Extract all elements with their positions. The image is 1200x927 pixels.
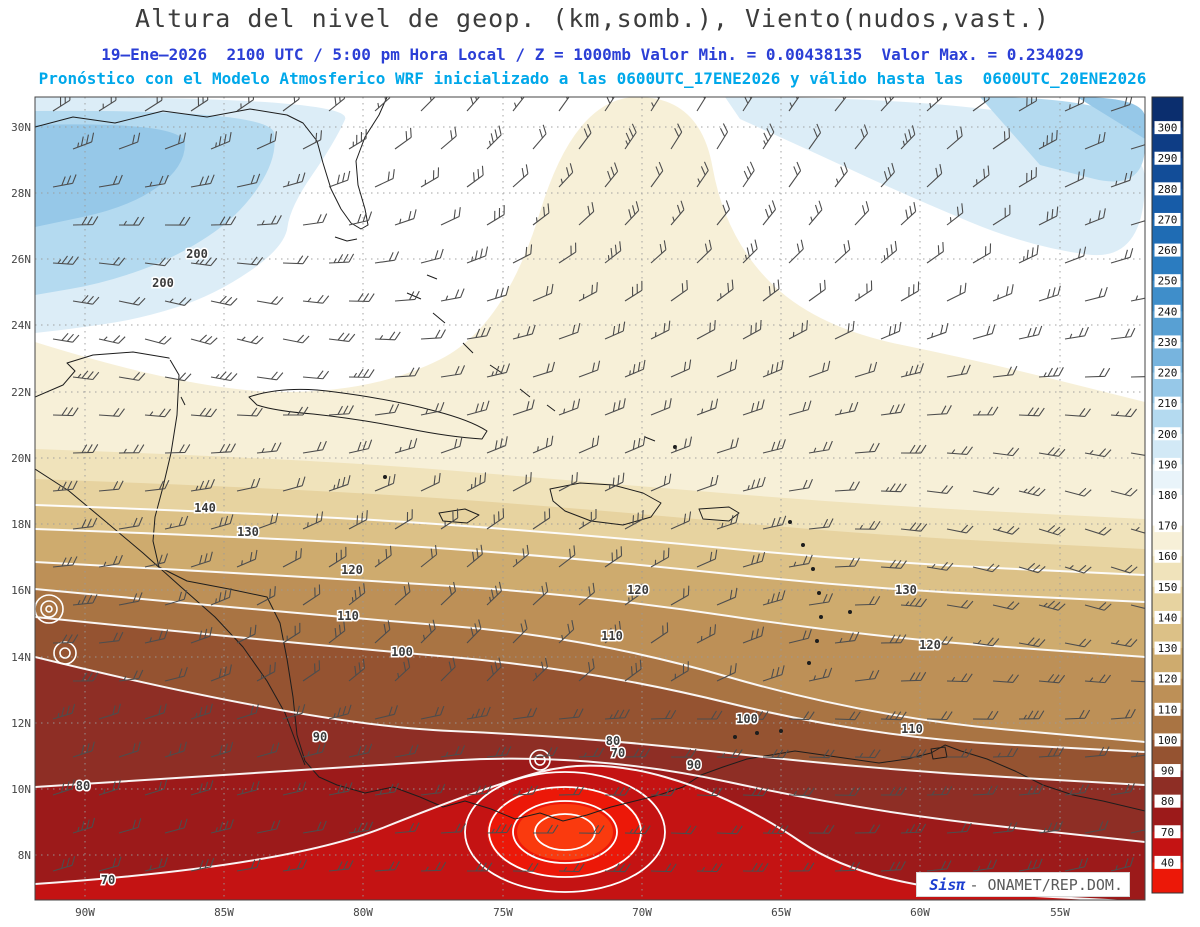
svg-text:55W: 55W — [1050, 906, 1070, 919]
svg-text:220: 220 — [1158, 367, 1178, 380]
svg-text:150: 150 — [1158, 581, 1178, 594]
svg-text:240: 240 — [1158, 305, 1178, 318]
svg-text:90: 90 — [687, 758, 701, 772]
svg-text:120: 120 — [1158, 673, 1178, 686]
svg-text:100: 100 — [391, 645, 413, 659]
svg-text:24N: 24N — [11, 319, 31, 332]
svg-text:40: 40 — [1161, 856, 1174, 869]
svg-text:120: 120 — [919, 638, 941, 652]
svg-text:210: 210 — [1158, 397, 1178, 410]
svg-text:12N: 12N — [11, 717, 31, 730]
svg-text:190: 190 — [1158, 458, 1178, 471]
svg-text:80W: 80W — [353, 906, 373, 919]
graticule-layer — [35, 97, 1145, 900]
svg-text:280: 280 — [1158, 183, 1178, 196]
wind-barbs-layer — [52, 97, 1145, 873]
svg-text:200: 200 — [186, 247, 208, 261]
svg-text:160: 160 — [1158, 550, 1178, 563]
latitude-axis: 30N 28N 26N 24N 22N 20N 18N 16N 14N 12N 10N 8N — [11, 121, 31, 862]
svg-text:200: 200 — [1158, 428, 1178, 441]
colorbar: 300 290 280 270 260 250 240 230 220 210 200 190 180 1… — [1151, 96, 1184, 894]
svg-text:290: 290 — [1158, 152, 1178, 165]
svg-text:110: 110 — [901, 722, 923, 736]
watermark: Sisπ - ONAMET/REP.DOM. — [916, 872, 1130, 897]
svg-text:18N: 18N — [11, 518, 31, 531]
svg-text:80: 80 — [1161, 795, 1174, 808]
cool-shading-layer — [35, 97, 1145, 333]
map-canvas: 200 200 140 130 130 120 120 120 110 110 110 100 100 9… — [35, 97, 1145, 900]
svg-text:30N: 30N — [11, 121, 31, 134]
svg-text:80: 80 — [606, 734, 620, 748]
svg-text:10N: 10N — [11, 783, 31, 796]
svg-text:170: 170 — [1158, 520, 1178, 533]
svg-text:20N: 20N — [11, 452, 31, 465]
svg-text:70: 70 — [101, 873, 115, 887]
svg-text:14N: 14N — [11, 651, 31, 664]
contour-labels-layer: 200 200 140 130 130 120 120 120 110 110 110 100 100 9… — [74, 246, 942, 889]
svg-text:260: 260 — [1158, 244, 1178, 257]
svg-text:22N: 22N — [11, 386, 31, 399]
page-title: Altura del nivel de geop. (km,somb.), Vi… — [135, 4, 1050, 33]
svg-text:200: 200 — [152, 276, 174, 290]
svg-text:120: 120 — [627, 583, 649, 597]
watermark-brand: Sisπ — [929, 875, 966, 894]
model-run-line: Pronóstico con el Modelo Atmosferico WRF… — [38, 69, 1147, 88]
svg-text:85W: 85W — [214, 906, 234, 919]
svg-text:70: 70 — [611, 746, 625, 760]
map-border — [34, 96, 1146, 901]
svg-text:110: 110 — [337, 609, 359, 623]
longitude-axis: 90W 85W 80W 75W 70W 65W 60W 55W — [75, 906, 1070, 919]
svg-text:130: 130 — [1158, 642, 1178, 655]
svg-text:70W: 70W — [632, 906, 652, 919]
valid-time-line: 19—Ene—2026 2100 UTC / 5:00 pm Hora Loca… — [101, 45, 1084, 64]
svg-text:28N: 28N — [11, 187, 31, 200]
svg-text:130: 130 — [895, 583, 917, 597]
svg-text:250: 250 — [1158, 275, 1178, 288]
svg-text:90W: 90W — [75, 906, 95, 919]
svg-text:140: 140 — [1158, 611, 1178, 624]
svg-text:100: 100 — [1158, 734, 1178, 747]
svg-text:65W: 65W — [771, 906, 791, 919]
svg-text:75W: 75W — [493, 906, 513, 919]
svg-text:130: 130 — [237, 525, 259, 539]
svg-text:230: 230 — [1158, 336, 1178, 349]
svg-text:26N: 26N — [11, 253, 31, 266]
svg-text:300: 300 — [1158, 122, 1178, 135]
svg-text:110: 110 — [1158, 703, 1178, 716]
contour-lines-layer — [35, 244, 1145, 900]
svg-text:8N: 8N — [18, 849, 31, 862]
svg-text:16N: 16N — [11, 584, 31, 597]
svg-text:90: 90 — [313, 730, 327, 744]
svg-text:70: 70 — [1161, 826, 1174, 839]
svg-text:80: 80 — [76, 779, 90, 793]
svg-text:110: 110 — [601, 629, 623, 643]
svg-text:100: 100 — [736, 712, 758, 726]
svg-text:180: 180 — [1158, 489, 1178, 502]
svg-text:270: 270 — [1158, 213, 1178, 226]
svg-text:140: 140 — [194, 501, 216, 515]
watermark-text: - ONAMET/REP.DOM. — [969, 875, 1123, 894]
svg-text:90: 90 — [1161, 765, 1174, 778]
svg-text:60W: 60W — [910, 906, 930, 919]
svg-text:120: 120 — [341, 563, 363, 577]
